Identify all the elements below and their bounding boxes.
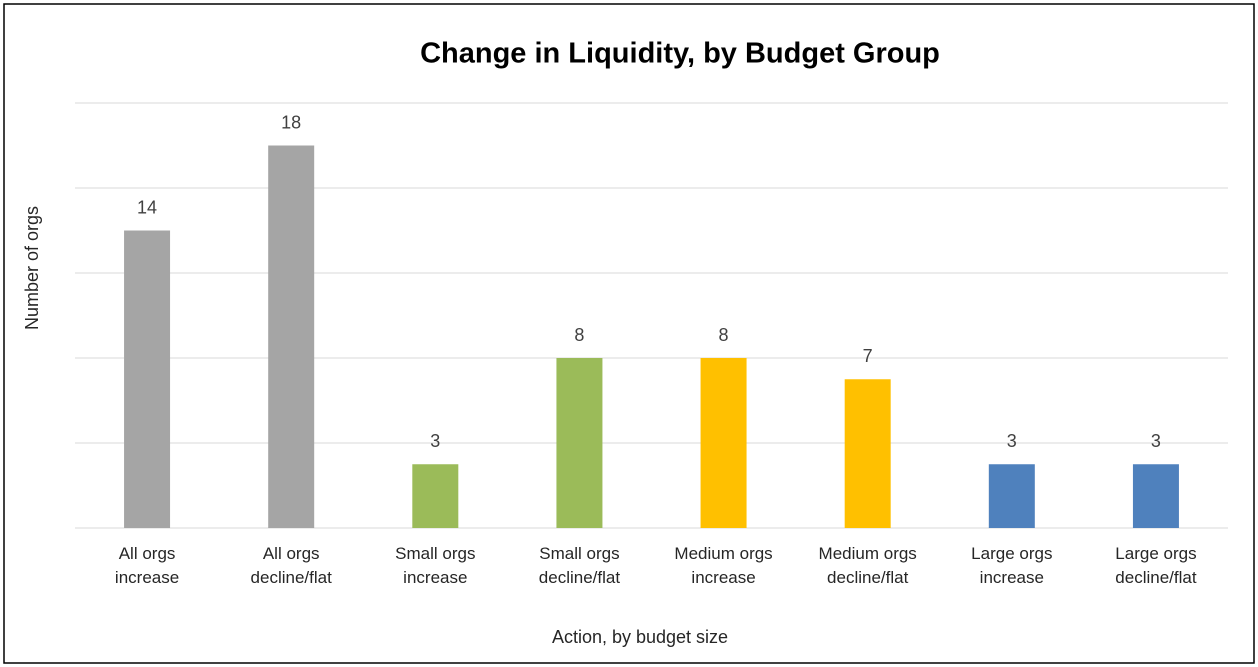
- x-tick-label: Small orgs increase: [395, 544, 475, 587]
- x-tick-label: All orgs increase: [115, 544, 179, 587]
- bar: [412, 464, 459, 528]
- data-label: 3: [430, 431, 440, 451]
- x-tick-label: All orgs decline/flat: [251, 544, 333, 587]
- x-tick-label: Medium orgs decline/flat: [819, 544, 917, 587]
- bar: [1132, 464, 1179, 528]
- data-label: 3: [1007, 431, 1017, 451]
- x-tick-label: Medium orgs increase: [674, 544, 772, 587]
- y-axis-label: Number of orgs: [22, 206, 42, 330]
- bar: [556, 358, 603, 528]
- chart-title: Change in Liquidity, by Budget Group: [420, 38, 940, 70]
- data-label: 14: [137, 197, 157, 217]
- data-label: 8: [719, 325, 729, 345]
- bar: [268, 145, 315, 528]
- data-label: 7: [863, 346, 873, 366]
- x-tick-label: Large orgs increase: [971, 544, 1052, 587]
- bar: [700, 358, 747, 528]
- x-tick-label: Large orgs decline/flat: [1115, 544, 1197, 587]
- bar: [124, 230, 171, 528]
- chart-border: [3, 3, 1255, 664]
- bar: [844, 379, 891, 528]
- data-label: 8: [574, 325, 584, 345]
- x-tick-label: Small orgs decline/flat: [539, 544, 621, 587]
- data-label: 3: [1151, 431, 1161, 451]
- data-label: 18: [281, 112, 301, 132]
- x-axis-label: Action, by budget size: [552, 627, 728, 647]
- bar: [988, 464, 1035, 528]
